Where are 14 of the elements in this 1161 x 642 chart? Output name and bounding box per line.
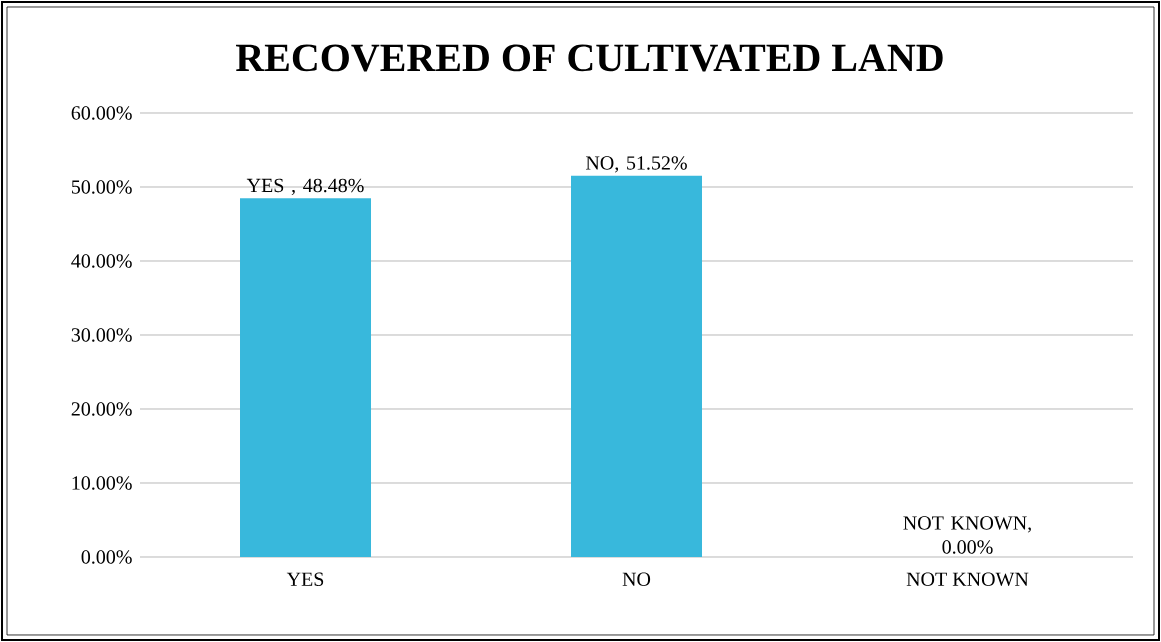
y-tick-label: 40.00% <box>71 254 132 268</box>
y-tick-label: 60.00% <box>71 106 132 120</box>
x-tick-label: NOT KNOWN <box>906 572 1029 587</box>
y-tick-label: 30.00% <box>71 328 132 342</box>
chart-title: RECOVERED OF CULTIVATED LAND <box>236 44 943 72</box>
x-tick-label: NO <box>622 572 651 586</box>
data-label: YES , 48.48% <box>246 178 364 196</box>
data-label: NOT KNOWN, 0.00% <box>903 516 1031 554</box>
y-tick-label: 10.00% <box>72 476 132 490</box>
data-label: NO, 51.52% <box>585 156 687 173</box>
y-tick-label: 50.00% <box>71 180 132 194</box>
y-tick-label: 0.00% <box>81 550 132 564</box>
x-tick-label: YES <box>286 572 324 586</box>
y-tick-label: 20.00% <box>71 402 132 416</box>
